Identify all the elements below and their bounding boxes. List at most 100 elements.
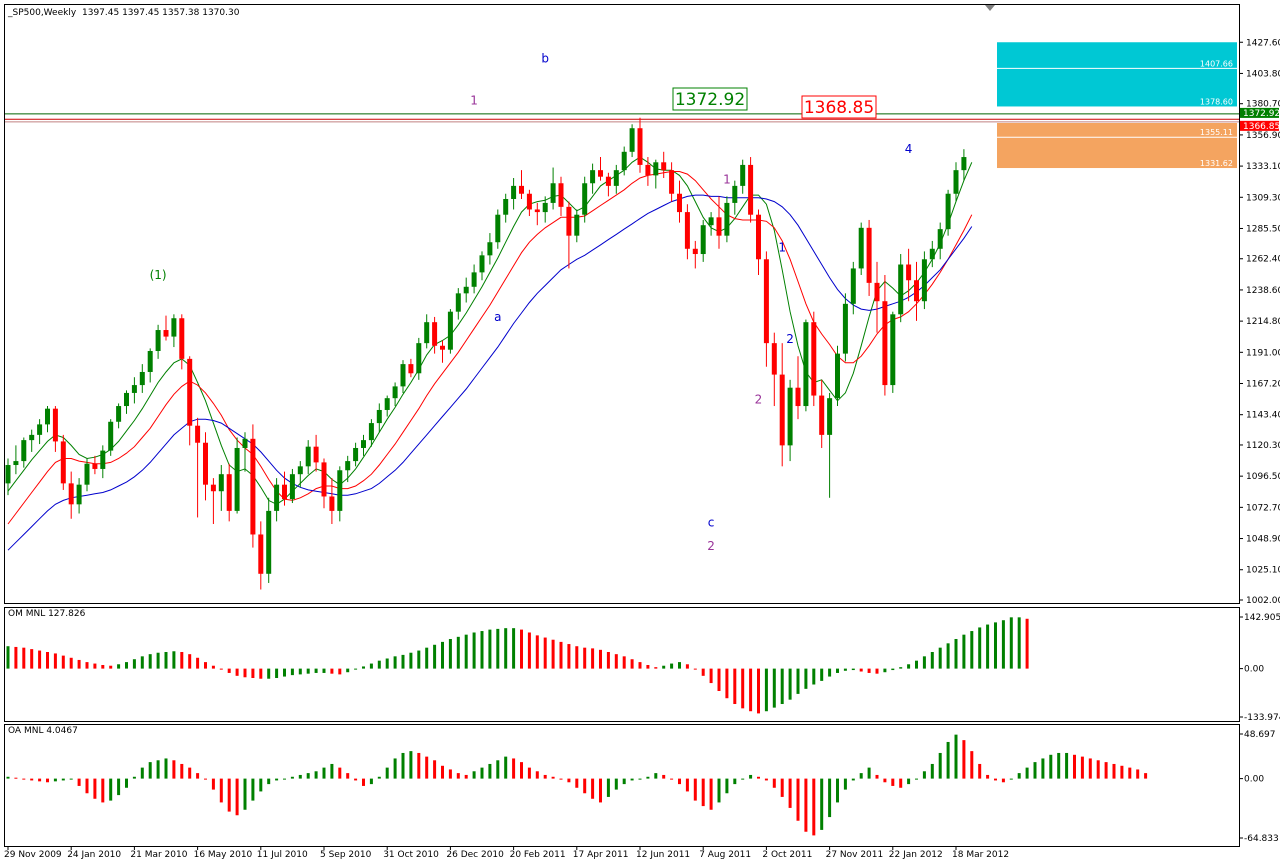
candle-body bbox=[392, 386, 398, 399]
candle bbox=[471, 264, 477, 294]
candle bbox=[92, 455, 98, 475]
oa-bar bbox=[53, 778, 57, 782]
candle-body bbox=[447, 311, 453, 350]
wave-label: 2 bbox=[786, 332, 794, 346]
candle-body bbox=[945, 193, 951, 230]
target-zone-label-top-1: 1355.11 bbox=[1200, 128, 1233, 137]
oa-bar bbox=[567, 778, 571, 783]
main-y-tick-label: 1002.00 bbox=[1246, 596, 1280, 606]
om-bar bbox=[172, 651, 176, 669]
candle-body bbox=[163, 330, 169, 337]
candle-body bbox=[937, 229, 943, 249]
oa-bar bbox=[812, 778, 816, 836]
oa-bar bbox=[1041, 758, 1045, 779]
candle bbox=[116, 403, 122, 429]
candle-body bbox=[787, 387, 793, 446]
target-zone-label-top-0: 1407.66 bbox=[1200, 59, 1233, 68]
oa-bar bbox=[883, 778, 887, 783]
candle bbox=[842, 293, 848, 362]
candle bbox=[313, 434, 319, 472]
om-bar bbox=[117, 664, 121, 669]
om-bar bbox=[69, 657, 73, 669]
candle bbox=[566, 201, 572, 269]
candle bbox=[858, 222, 864, 275]
candle-body bbox=[345, 461, 351, 471]
scroll-marker-icon[interactable] bbox=[985, 5, 995, 11]
oa-bar bbox=[433, 760, 437, 779]
oa-bar bbox=[472, 771, 476, 779]
om-bar bbox=[464, 634, 468, 669]
oa-bar bbox=[1033, 762, 1037, 779]
om-pane[interactable] bbox=[4, 607, 1240, 722]
oa-bar bbox=[1009, 778, 1013, 780]
oa-bar bbox=[188, 767, 192, 779]
x-tick-label: 21 Mar 2010 bbox=[130, 850, 187, 860]
candle bbox=[447, 309, 453, 354]
oa-bar bbox=[915, 778, 918, 780]
oa-bar bbox=[717, 778, 721, 803]
om-bar bbox=[772, 668, 776, 708]
candle bbox=[511, 178, 517, 210]
oa-bar bbox=[101, 778, 105, 803]
oa-bar bbox=[1080, 756, 1084, 779]
main-y-tick-label: 1191.00 bbox=[1246, 348, 1280, 358]
oa-bar bbox=[1144, 773, 1148, 779]
candle bbox=[724, 196, 730, 243]
oa-pane[interactable] bbox=[4, 724, 1240, 847]
om-bar bbox=[749, 668, 753, 712]
price-callout-box-1 bbox=[801, 95, 877, 119]
candle-body bbox=[13, 461, 19, 466]
candle bbox=[653, 159, 659, 189]
om-bar bbox=[306, 668, 310, 674]
main-y-tick-label: 1333.10 bbox=[1246, 162, 1280, 172]
candle-body bbox=[511, 185, 517, 199]
candle bbox=[629, 124, 635, 158]
main-pane[interactable] bbox=[4, 4, 1240, 604]
oa-bar bbox=[243, 778, 247, 810]
x-tick-label: 27 Nov 2011 bbox=[826, 850, 884, 860]
candle-body bbox=[297, 466, 303, 475]
candle bbox=[937, 222, 943, 260]
om-bar bbox=[77, 659, 81, 669]
om-bar bbox=[551, 639, 555, 669]
candle-body bbox=[60, 441, 66, 484]
om-bar bbox=[369, 663, 373, 669]
main-y-tick-label: 1238.60 bbox=[1246, 286, 1280, 296]
candle-body bbox=[921, 259, 927, 302]
candle-body bbox=[819, 395, 825, 435]
oa-bar bbox=[156, 760, 160, 779]
candle-body bbox=[282, 484, 287, 500]
candle bbox=[542, 196, 548, 223]
oa-bar bbox=[338, 767, 342, 779]
candle-body bbox=[835, 353, 840, 399]
om-bar bbox=[764, 668, 768, 712]
main-y-tick-label: 1167.20 bbox=[1246, 380, 1280, 390]
om-bar bbox=[188, 654, 192, 669]
candle-body bbox=[779, 374, 785, 446]
om-bar bbox=[646, 665, 650, 669]
oa-bar bbox=[132, 776, 136, 779]
om-bar bbox=[567, 644, 571, 669]
oa-bar bbox=[891, 778, 895, 786]
candle-body bbox=[329, 496, 335, 511]
oa-bar bbox=[986, 774, 990, 779]
candle-body bbox=[929, 248, 935, 260]
candle-body bbox=[858, 227, 864, 269]
oa-bar bbox=[520, 762, 523, 779]
oa-bar bbox=[77, 778, 81, 786]
om-bar bbox=[899, 667, 903, 669]
main-y-tick-label: 1285.50 bbox=[1246, 224, 1280, 234]
candle bbox=[155, 324, 161, 359]
x-tick-label: 17 Apr 2011 bbox=[573, 850, 629, 860]
candle-body bbox=[519, 185, 524, 194]
oa-bar bbox=[733, 778, 737, 785]
candle bbox=[519, 170, 524, 199]
candle bbox=[226, 463, 232, 522]
oa-bar bbox=[140, 767, 144, 779]
main-y-tick-label: 1048.90 bbox=[1246, 535, 1280, 545]
oa-bar bbox=[259, 778, 263, 792]
oa-bar bbox=[749, 774, 753, 779]
price-tag-1: 1366.85 bbox=[1243, 122, 1280, 132]
oa-bar bbox=[30, 778, 34, 781]
